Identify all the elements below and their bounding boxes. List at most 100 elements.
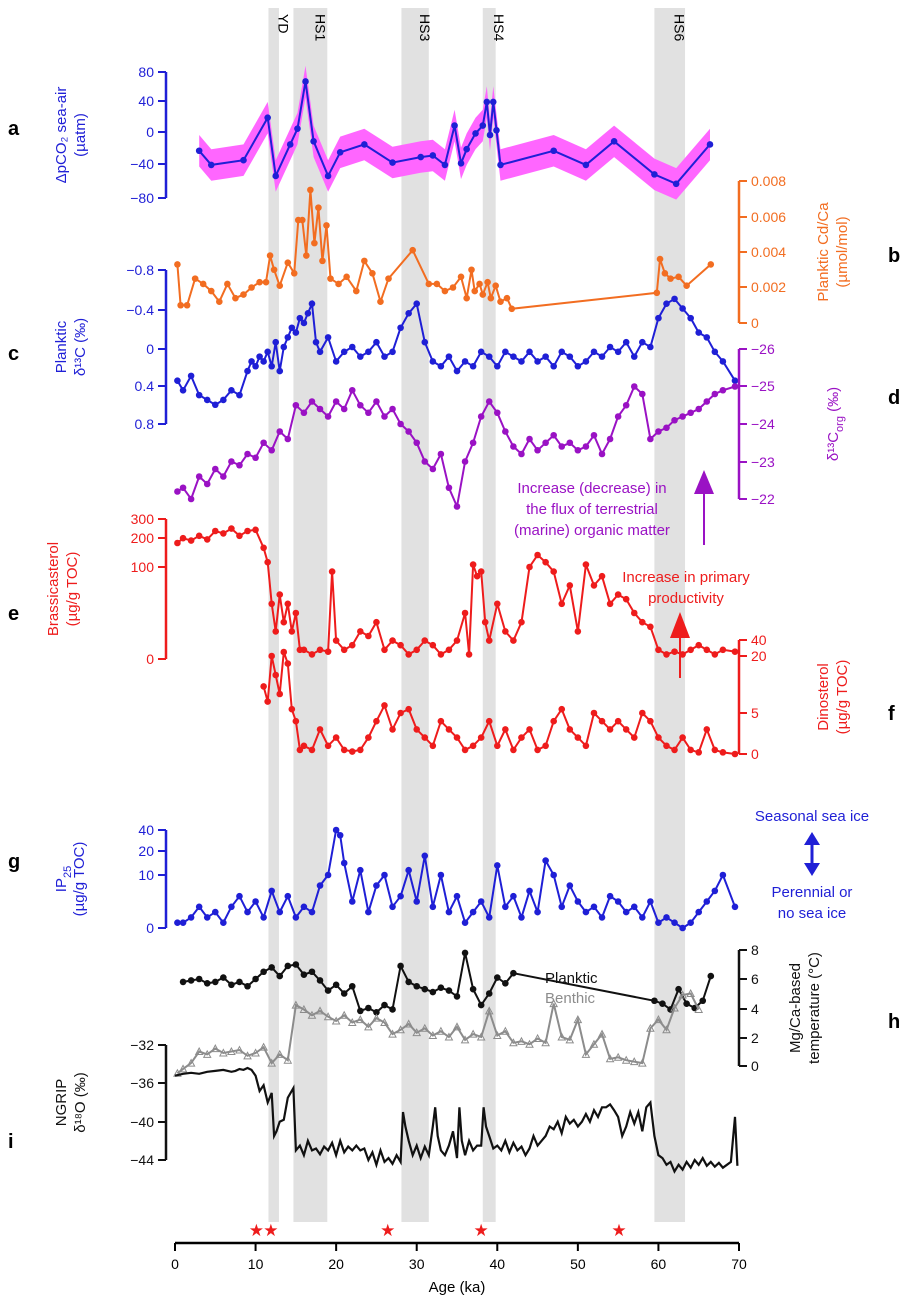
data-point-c (711, 348, 719, 356)
data-point-h-benthic (484, 1006, 494, 1015)
data-point-b (290, 270, 298, 277)
y-axis-label-g: IP25(µg/g TOC) (53, 842, 88, 917)
data-point-b (449, 284, 457, 291)
data-point-h-planktic (187, 977, 195, 984)
data-point-e (453, 637, 461, 644)
data-point-f (582, 742, 590, 750)
data-point-h-planktic (493, 974, 501, 981)
data-point-f (655, 734, 662, 741)
data-point-d (731, 383, 739, 390)
data-point-c (445, 353, 453, 360)
data-point-c (389, 348, 396, 356)
data-point-b (319, 257, 326, 265)
data-point-g (719, 871, 727, 879)
data-point-d (655, 428, 662, 435)
data-point-h-planktic (316, 977, 324, 984)
data-point-g (518, 914, 525, 921)
data-point-g (731, 903, 739, 911)
data-point-h-planktic (179, 978, 187, 986)
data-point-c (284, 334, 292, 341)
y-tick-label-c: 0.8 (135, 416, 155, 432)
data-point-d (542, 439, 549, 447)
data-point-b (468, 266, 475, 274)
data-point-d (711, 390, 719, 398)
y-tick-label-d: −26 (751, 341, 775, 357)
data-point-d (719, 386, 727, 394)
data-point-g (566, 882, 574, 889)
data-point-b (335, 280, 342, 288)
data-point-d (421, 458, 429, 465)
panel-letter-e: e (8, 603, 19, 625)
data-point-h-benthic (460, 1035, 470, 1044)
data-point-c (477, 348, 485, 356)
data-point-g (252, 898, 259, 905)
data-point-d (639, 390, 646, 398)
data-point-h-benthic (541, 1038, 550, 1047)
data-point-b (327, 275, 334, 282)
data-point-g (582, 908, 590, 916)
data-point-e (203, 536, 211, 543)
data-point-f (300, 742, 308, 750)
data-point-g (647, 898, 654, 905)
data-point-c (679, 305, 686, 312)
data-point-f (590, 709, 598, 717)
y-tick-label-e: 300 (131, 511, 155, 527)
data-point-b (667, 275, 674, 282)
data-point-d (429, 465, 437, 473)
data-point-e (280, 618, 288, 626)
data-point-h-benthic (404, 1019, 413, 1028)
data-point-h-planktic (469, 985, 477, 993)
y-tick-label-e: 100 (131, 559, 155, 575)
data-point-e (695, 641, 703, 649)
data-point-b (199, 280, 207, 288)
panel-i: −32 −36 −40 −44 NGRIP δ¹⁸O (‰) (53, 1037, 739, 1174)
data-point-g (679, 924, 686, 932)
data-point-e (389, 637, 396, 644)
y-tick-label-h: 0 (751, 1058, 759, 1074)
data-point-e (429, 641, 437, 649)
data-point-a (451, 122, 458, 129)
data-point-h-planktic (510, 969, 517, 977)
data-point-g (174, 919, 181, 926)
data-point-g (284, 892, 292, 900)
data-point-g (236, 892, 243, 900)
data-point-f (389, 726, 396, 733)
data-point-h-planktic (699, 997, 707, 1005)
data-point-d (236, 461, 243, 469)
data-point-e (437, 651, 445, 658)
data-point-c (308, 300, 316, 307)
event-bands (268, 8, 686, 1222)
data-point-h-planktic (707, 972, 715, 980)
panel-b: 0.008 0.006 0.004 0.002 0 Planktic Cd/Ca (µmol… (174, 173, 851, 331)
data-point-a (336, 149, 344, 156)
data-point-b (492, 282, 499, 290)
band-label-yd: YD (276, 14, 292, 33)
terrestrial-annotation-line-2: the flux of terrestrial (526, 501, 658, 518)
data-point-b (216, 298, 223, 306)
data-point-h-benthic (501, 1026, 510, 1035)
panel-letter-f: f (888, 703, 895, 725)
panel-c: −0.8 −0.4 0 0.4 0.8 Planktic δ¹³C (‰) (53, 262, 739, 432)
data-point-d (671, 416, 678, 424)
data-point-e (268, 600, 275, 608)
data-point-e (174, 539, 181, 547)
data-point-a (706, 141, 714, 148)
data-point-h-planktic (244, 982, 251, 990)
data-point-c (348, 343, 356, 351)
data-point-a (483, 98, 491, 106)
y-tick-label-b: 0.006 (751, 209, 786, 225)
data-point-a (472, 130, 479, 137)
y-axis-label-part: (‰) (825, 387, 842, 416)
data-point-h-planktic (228, 981, 235, 989)
data-point-g (324, 871, 332, 879)
productivity-annotation-line-1: Increase in primary (622, 569, 750, 586)
data-point-c (272, 338, 280, 346)
data-point-h-planktic (413, 982, 421, 990)
data-point-c (340, 348, 348, 356)
data-point-e (228, 525, 235, 532)
data-point-b (224, 280, 231, 288)
data-point-g (437, 871, 445, 879)
data-point-c (365, 348, 372, 356)
data-point-g (550, 871, 557, 879)
